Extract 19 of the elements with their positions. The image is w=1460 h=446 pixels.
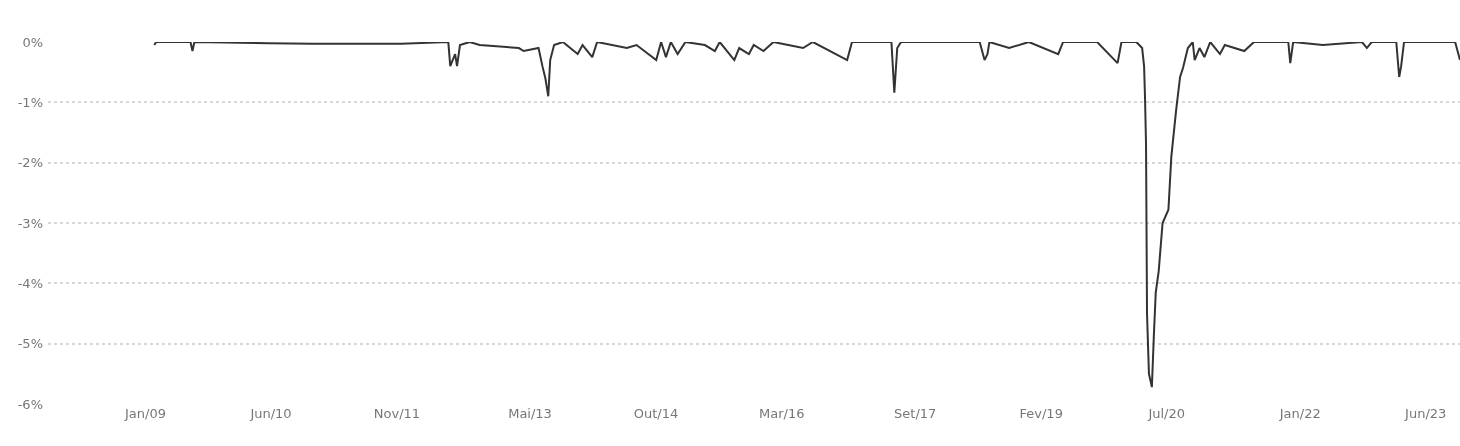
y-tick-label: -3% — [17, 215, 43, 231]
x-tick-label: Set/17 — [894, 406, 937, 421]
x-tick-label: Fev/19 — [1019, 406, 1063, 421]
y-tick-label: -1% — [17, 94, 43, 110]
x-tick-label: Jun/23 — [1404, 406, 1447, 421]
x-tick-label: Jun/10 — [249, 406, 292, 421]
x-tick-label: Mai/13 — [508, 406, 552, 421]
y-tick-label: -4% — [17, 275, 43, 291]
y-tick-label: -6% — [17, 396, 43, 412]
x-tick-label: Nov/11 — [373, 406, 421, 421]
x-tick-label: Jan/09 — [124, 406, 166, 421]
x-tick-label: Jan/22 — [1278, 406, 1321, 421]
y-tick-label: -2% — [17, 155, 43, 171]
y-tick-label: -5% — [17, 336, 43, 352]
line-series — [153, 42, 1460, 389]
x-tick-label: Jul/20 — [1147, 406, 1185, 421]
x-tick-label: Out/14 — [633, 406, 679, 421]
y-tick-label: 0% — [22, 34, 43, 50]
x-tick-label: Mar/16 — [758, 406, 805, 421]
